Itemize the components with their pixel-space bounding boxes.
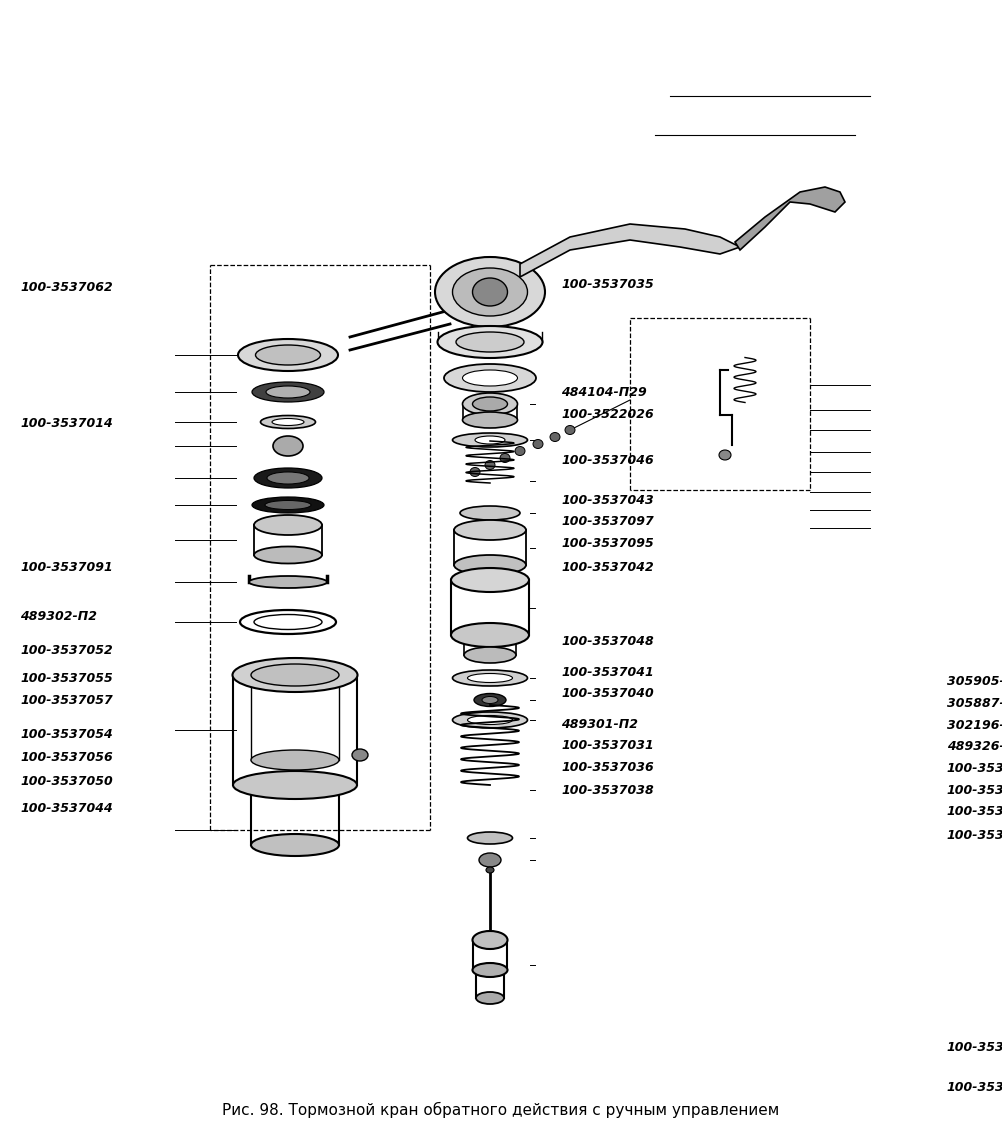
Ellipse shape [475, 436, 505, 444]
Ellipse shape [468, 674, 512, 683]
Ellipse shape [454, 520, 526, 540]
Text: 100-3537042: 100-3537042 [561, 561, 654, 574]
Text: 100-3537060: 100-3537060 [947, 1080, 1002, 1094]
Text: 100-3537063: 100-3537063 [947, 1040, 1002, 1054]
Ellipse shape [254, 468, 322, 488]
Text: 100-3537036: 100-3537036 [561, 761, 654, 774]
Text: 100-3537068: 100-3537068 [947, 829, 1002, 843]
Text: 100-3537062: 100-3537062 [20, 281, 113, 295]
Text: 100-3537041: 100-3537041 [561, 666, 654, 679]
Ellipse shape [719, 450, 731, 460]
Text: 100-3537046: 100-3537046 [561, 453, 654, 467]
Text: 100-3537050: 100-3537050 [20, 774, 113, 788]
Ellipse shape [468, 716, 512, 724]
Ellipse shape [468, 833, 512, 844]
Polygon shape [735, 187, 845, 250]
Ellipse shape [565, 426, 575, 434]
Ellipse shape [453, 433, 527, 447]
Text: 100-3537067: 100-3537067 [947, 783, 1002, 797]
Text: 100-3537066: 100-3537066 [947, 805, 1002, 819]
Ellipse shape [453, 711, 527, 727]
Ellipse shape [533, 440, 543, 449]
Ellipse shape [485, 460, 495, 469]
Ellipse shape [476, 992, 504, 1004]
Text: 305905-П29: 305905-П29 [947, 675, 1002, 689]
Ellipse shape [456, 332, 524, 352]
Ellipse shape [550, 433, 560, 442]
Ellipse shape [479, 853, 501, 867]
Ellipse shape [515, 447, 525, 456]
Ellipse shape [233, 771, 357, 799]
Ellipse shape [256, 345, 321, 365]
Ellipse shape [464, 648, 516, 664]
Text: 305887-П2: 305887-П2 [947, 697, 1002, 710]
Text: 100-3537031: 100-3537031 [561, 739, 654, 753]
Ellipse shape [474, 693, 506, 707]
Text: 100-3537095: 100-3537095 [561, 537, 654, 550]
Text: 489302-П2: 489302-П2 [20, 610, 97, 624]
Text: 100-3537054: 100-3537054 [20, 727, 113, 741]
Ellipse shape [435, 257, 545, 327]
Ellipse shape [438, 325, 542, 357]
Text: 100-3522026: 100-3522026 [561, 408, 654, 421]
Ellipse shape [267, 472, 309, 484]
Text: 100-3537014: 100-3537014 [20, 417, 113, 431]
Ellipse shape [266, 386, 310, 399]
Ellipse shape [470, 467, 480, 476]
Polygon shape [520, 224, 740, 278]
Ellipse shape [451, 568, 529, 592]
Text: 100-3537061: 100-3537061 [947, 762, 1002, 775]
Ellipse shape [473, 278, 507, 306]
Ellipse shape [463, 370, 517, 386]
Ellipse shape [250, 750, 339, 770]
Ellipse shape [273, 436, 303, 456]
Ellipse shape [460, 506, 520, 520]
Ellipse shape [352, 749, 368, 761]
Text: 484104-П29: 484104-П29 [561, 386, 647, 400]
Text: 100-3537035: 100-3537035 [561, 278, 654, 291]
Ellipse shape [473, 963, 507, 978]
Ellipse shape [500, 453, 510, 463]
Ellipse shape [451, 624, 529, 648]
Text: 489301-П2: 489301-П2 [561, 717, 638, 731]
Ellipse shape [454, 555, 526, 576]
Ellipse shape [254, 515, 322, 534]
Ellipse shape [463, 393, 517, 415]
Text: 100-3537043: 100-3537043 [561, 493, 654, 507]
Text: 100-3537038: 100-3537038 [561, 783, 654, 797]
Ellipse shape [473, 931, 507, 949]
Text: 100-3537091: 100-3537091 [20, 561, 113, 574]
Ellipse shape [238, 339, 338, 371]
Ellipse shape [444, 364, 536, 392]
Ellipse shape [453, 268, 527, 316]
Ellipse shape [249, 576, 327, 588]
Ellipse shape [250, 834, 339, 856]
Text: 100-3537044: 100-3537044 [20, 802, 113, 815]
Ellipse shape [473, 397, 507, 411]
Text: 100-3537056: 100-3537056 [20, 750, 113, 764]
Text: 100-3537057: 100-3537057 [20, 693, 113, 707]
Ellipse shape [252, 383, 324, 402]
Ellipse shape [232, 658, 358, 692]
Text: 100-3537048: 100-3537048 [561, 635, 654, 649]
Ellipse shape [463, 412, 517, 428]
Ellipse shape [486, 867, 494, 872]
Ellipse shape [482, 697, 498, 703]
Ellipse shape [261, 416, 316, 428]
Text: 302196-П29: 302196-П29 [947, 718, 1002, 732]
Text: 100-3537055: 100-3537055 [20, 671, 113, 685]
Ellipse shape [265, 500, 311, 509]
Text: 100-3537040: 100-3537040 [561, 686, 654, 700]
Ellipse shape [252, 497, 324, 513]
Text: 489326-П2: 489326-П2 [947, 740, 1002, 754]
Ellipse shape [254, 547, 322, 563]
Ellipse shape [453, 670, 527, 686]
Text: Рис. 98. Тормозной кран обратного действия с ручным управлением: Рис. 98. Тормозной кран обратного действ… [222, 1102, 780, 1118]
Text: 100-3537097: 100-3537097 [561, 515, 654, 529]
Ellipse shape [250, 664, 339, 686]
Text: 100-3537052: 100-3537052 [20, 644, 113, 658]
Ellipse shape [272, 418, 304, 426]
